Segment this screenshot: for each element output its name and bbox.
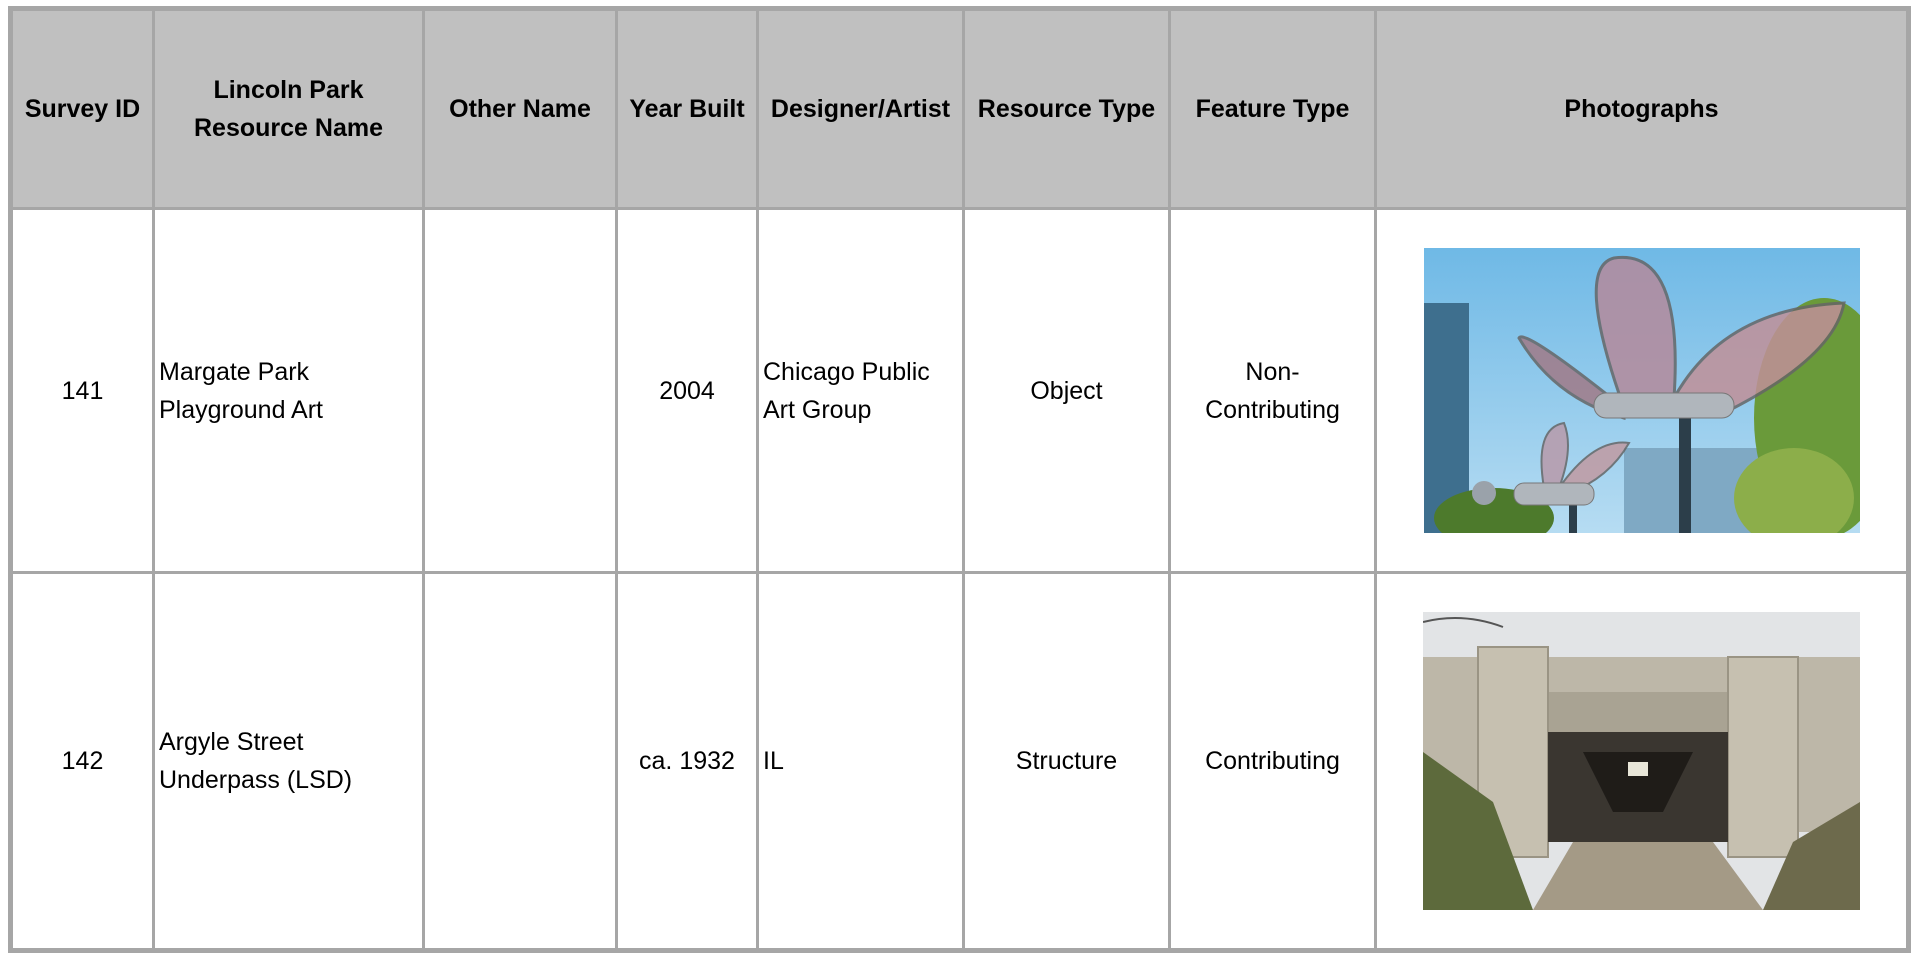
header-cell: Lincoln Park Resource Name xyxy=(152,7,425,210)
table-row: 141 Margate Park Playground Art 2004 Chi… xyxy=(9,207,1910,574)
header-cell: Resource Type xyxy=(962,7,1171,210)
cell: Structure xyxy=(962,571,1171,952)
header-cell: Designer/Artist xyxy=(756,7,965,210)
cell xyxy=(422,571,618,952)
cell: IL xyxy=(756,571,965,952)
header-row: Survey ID Lincoln Park Resource Name Oth… xyxy=(9,7,1910,210)
cell: ca. 1932 xyxy=(615,571,759,952)
photo xyxy=(1423,612,1860,910)
cell: 141 xyxy=(9,207,155,574)
table-row: 142 Argyle Street Underpass (LSD) ca. 19… xyxy=(9,571,1910,952)
header-cell: Feature Type xyxy=(1168,7,1377,210)
header-cell: Year Built xyxy=(615,7,759,210)
photo-cell xyxy=(1374,571,1910,952)
cell: Non- Contributing xyxy=(1168,207,1377,574)
cell: Chicago Public Art Group xyxy=(756,207,965,574)
header-cell: Photographs xyxy=(1374,7,1910,210)
header-cell: Other Name xyxy=(422,7,618,210)
page: Survey ID Lincoln Park Resource Name Oth… xyxy=(8,6,1911,953)
header-cell: Survey ID xyxy=(9,7,155,210)
resource-table: Survey ID Lincoln Park Resource Name Oth… xyxy=(8,6,1911,953)
cell: 2004 xyxy=(615,207,759,574)
cell: Contributing xyxy=(1168,571,1377,952)
cell: 142 xyxy=(9,571,155,952)
cell: Object xyxy=(962,207,1171,574)
cell: Argyle Street Underpass (LSD) xyxy=(152,571,425,952)
cell: Margate Park Playground Art xyxy=(152,207,425,574)
photo xyxy=(1423,248,1860,533)
cell xyxy=(422,207,618,574)
photo-cell xyxy=(1374,207,1910,574)
